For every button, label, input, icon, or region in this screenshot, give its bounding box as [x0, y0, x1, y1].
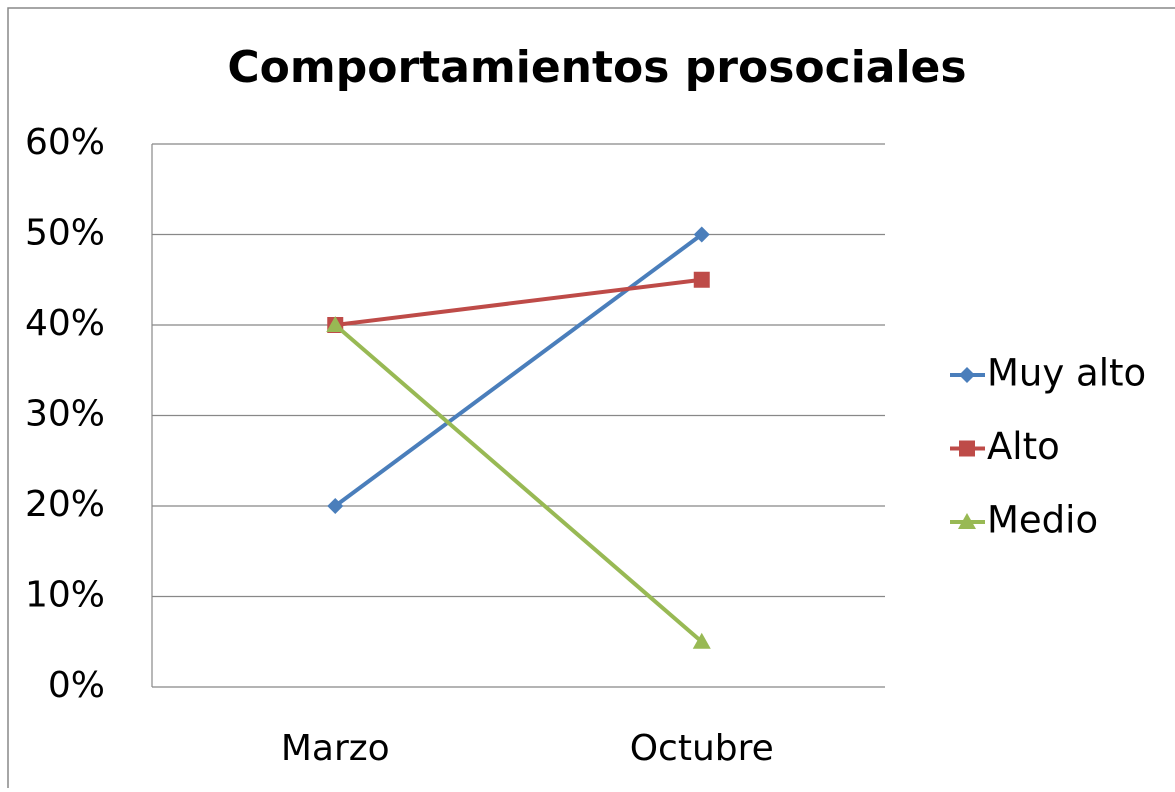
chart-frame [7, 7, 1175, 792]
series-line [335, 277, 702, 327]
legend-label: Muy alto [987, 352, 1146, 395]
y-tick-label: 10% [25, 575, 105, 616]
y-tick-label: 20% [25, 484, 105, 525]
legend-marker [959, 367, 975, 383]
legend-marker [958, 513, 976, 529]
data-point [326, 316, 345, 332]
legend-label: Alto [987, 425, 1060, 468]
data-point [693, 226, 710, 243]
series-line [333, 323, 704, 644]
legend-label: Medio [987, 499, 1098, 542]
chart-title: Comportamientos prosociales [227, 42, 966, 93]
y-tick-label: 50% [25, 213, 105, 254]
y-tick-label: 0% [48, 665, 105, 706]
x-tick-label: Octubre [630, 728, 774, 769]
data-point [693, 271, 710, 288]
y-tick-label: 60% [25, 122, 105, 163]
legend-marker [959, 440, 975, 457]
y-tick-label: 30% [25, 394, 105, 435]
data-point [327, 498, 344, 514]
x-tick-label: Marzo [281, 728, 390, 769]
y-tick-label: 40% [25, 303, 105, 344]
data-point [692, 632, 711, 649]
series-line [334, 232, 703, 508]
